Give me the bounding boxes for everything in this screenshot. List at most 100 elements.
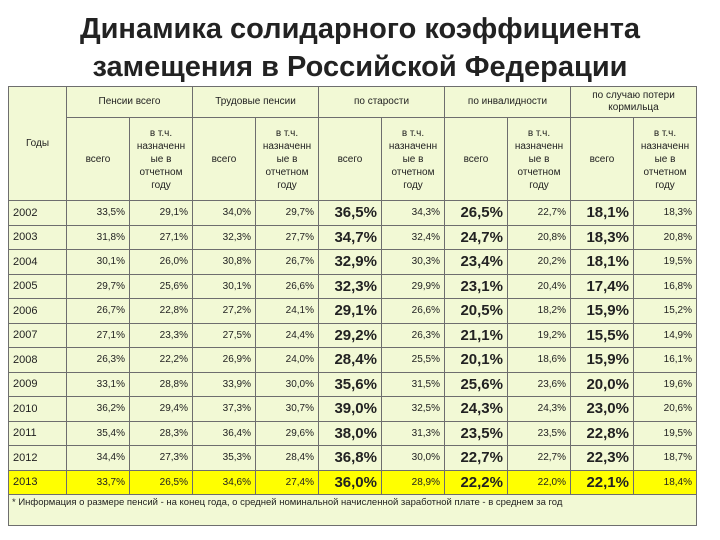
value-cell: 32,9% (318, 249, 382, 275)
value-cell: 29,7% (66, 273, 130, 299)
value-cell: 33,5% (66, 200, 130, 226)
value-cell: 34,6% (192, 469, 256, 495)
value-cell: 34,7% (318, 224, 382, 250)
years-header: Годы (8, 86, 67, 201)
value-cell: 23,4% (444, 249, 508, 275)
year-cell: 2008 (8, 347, 67, 373)
year-cell: 2002 (8, 200, 67, 226)
value-cell: 23,6% (507, 371, 571, 397)
title-line-2: замещения в Российской Федерации (92, 51, 628, 83)
value-cell: 30,3% (381, 249, 445, 275)
value-cell: 18,3% (570, 224, 634, 250)
footnote: * Информация о размере пенсий - на конец… (8, 494, 697, 526)
subheader-total: всего (318, 117, 382, 201)
value-cell: 15,9% (570, 298, 634, 324)
value-cell: 16,8% (633, 273, 697, 299)
value-cell: 21,1% (444, 322, 508, 348)
value-cell: 20,4% (507, 273, 571, 299)
value-cell: 20,2% (507, 249, 571, 275)
value-cell: 29,4% (129, 396, 193, 422)
value-cell: 24,0% (255, 347, 319, 373)
year-cell: 2005 (8, 273, 67, 299)
group-header-old-age: по старости (318, 86, 445, 118)
value-cell: 27,3% (129, 445, 193, 471)
value-cell: 26,9% (192, 347, 256, 373)
value-cell: 19,5% (633, 249, 697, 275)
value-cell: 36,4% (192, 420, 256, 446)
value-cell: 22,2% (444, 469, 508, 495)
value-cell: 27,4% (255, 469, 319, 495)
value-cell: 29,1% (129, 200, 193, 226)
value-cell: 27,5% (192, 322, 256, 348)
year-cell: 2007 (8, 322, 67, 348)
value-cell: 17,4% (570, 273, 634, 299)
value-cell: 36,8% (318, 445, 382, 471)
value-cell: 31,3% (381, 420, 445, 446)
value-cell: 27,2% (192, 298, 256, 324)
value-cell: 29,2% (318, 322, 382, 348)
value-cell: 28,8% (129, 371, 193, 397)
value-cell: 22,7% (507, 200, 571, 226)
value-cell: 26,3% (381, 322, 445, 348)
value-cell: 26,7% (66, 298, 130, 324)
value-cell: 19,2% (507, 322, 571, 348)
value-cell: 22,8% (570, 420, 634, 446)
year-cell: 2009 (8, 371, 67, 397)
value-cell: 34,0% (192, 200, 256, 226)
value-cell: 32,4% (381, 224, 445, 250)
value-cell: 19,6% (633, 371, 697, 397)
value-cell: 36,2% (66, 396, 130, 422)
value-cell: 31,8% (66, 224, 130, 250)
table-row: 2003 31,8% 27,1% 32,3% 27,7% 34,7% 32,4% 24,7% 2… (8, 224, 697, 250)
subheader-assigned: в т.ч. назначенн ые в отчетном году (255, 117, 319, 201)
year-cell: 2010 (8, 396, 67, 422)
value-cell: 27,1% (129, 224, 193, 250)
table-row: 2008 26,3% 22,2% 26,9% 24,0% 28,4% 25,5% 20,1% 1… (8, 347, 697, 373)
value-cell: 26,5% (444, 200, 508, 226)
value-cell: 20,0% (570, 371, 634, 397)
value-cell: 22,7% (444, 445, 508, 471)
value-cell: 24,7% (444, 224, 508, 250)
value-cell: 30,7% (255, 396, 319, 422)
value-cell: 32,3% (192, 224, 256, 250)
subheader-assigned: в т.ч. назначенн ые в отчетном году (633, 117, 697, 201)
value-cell: 23,5% (507, 420, 571, 446)
value-cell: 28,3% (129, 420, 193, 446)
value-cell: 20,6% (633, 396, 697, 422)
value-cell: 38,0% (318, 420, 382, 446)
value-cell: 15,5% (570, 322, 634, 348)
table-row: 2002 33,5% 29,1% 34,0% 29,7% 36,5% 34,3% 26,5% 2… (8, 200, 697, 226)
group-header-pensions-total: Пенсии всего (66, 86, 193, 118)
value-cell: 18,3% (633, 200, 697, 226)
value-cell: 20,8% (507, 224, 571, 250)
value-cell: 22,7% (507, 445, 571, 471)
subheader-total: всего (444, 117, 508, 201)
value-cell: 25,5% (381, 347, 445, 373)
value-cell: 29,7% (255, 200, 319, 226)
group-header-disability: по инвалидности (444, 86, 571, 118)
value-cell: 14,9% (633, 322, 697, 348)
value-cell: 29,1% (318, 298, 382, 324)
value-cell: 20,8% (633, 224, 697, 250)
value-cell: 33,9% (192, 371, 256, 397)
value-cell: 24,3% (444, 396, 508, 422)
value-cell: 30,8% (192, 249, 256, 275)
subheader-assigned: в т.ч. назначенн ые в отчетном году (129, 117, 193, 201)
page-title: Динамика солидарного коэффициента замеще… (0, 10, 720, 86)
value-cell: 30,0% (381, 445, 445, 471)
year-cell: 2004 (8, 249, 67, 275)
value-cell: 22,0% (507, 469, 571, 495)
table-row: 2010 36,2% 29,4% 37,3% 30,7% 39,0% 32,5% 24,3% 2… (8, 396, 697, 422)
value-cell: 26,6% (381, 298, 445, 324)
table-row: 2006 26,7% 22,8% 27,2% 24,1% 29,1% 26,6% 20,5% 1… (8, 298, 697, 324)
value-cell: 18,4% (633, 469, 697, 495)
value-cell: 18,7% (633, 445, 697, 471)
table-row: 2005 29,7% 25,6% 30,1% 26,6% 32,3% 29,9% 23,1% 2… (8, 273, 697, 299)
subheader-total: всего (192, 117, 256, 201)
value-cell: 28,9% (381, 469, 445, 495)
value-cell: 25,6% (444, 371, 508, 397)
value-cell: 32,3% (318, 273, 382, 299)
value-cell: 26,6% (255, 273, 319, 299)
value-cell: 34,3% (381, 200, 445, 226)
value-cell: 28,4% (318, 347, 382, 373)
